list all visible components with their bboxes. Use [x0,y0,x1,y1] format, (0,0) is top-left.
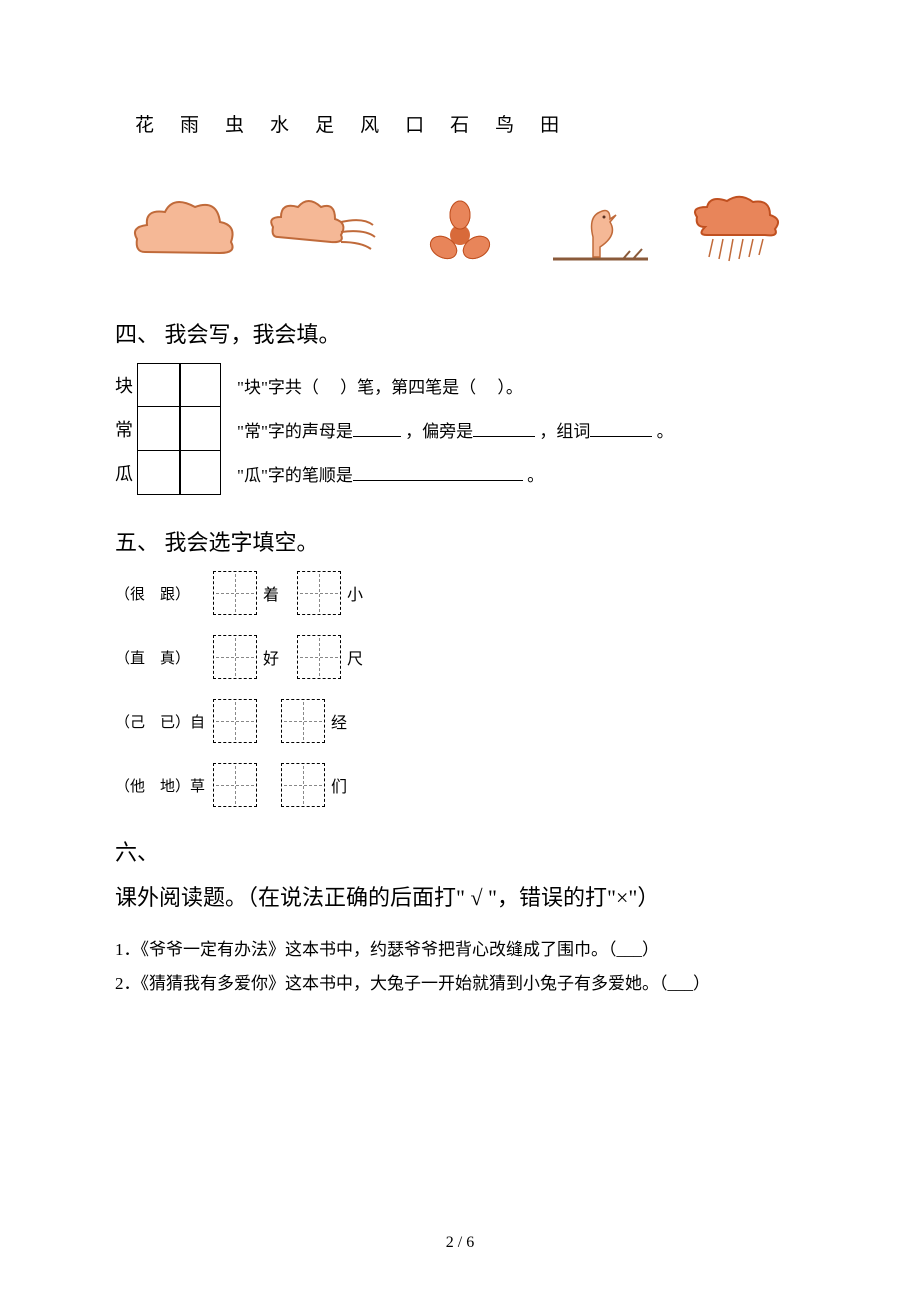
q4-text: "瓜"字的笔顺是 。 [237,461,544,486]
fill-blank[interactable] [473,420,535,437]
cloud-image [125,187,245,277]
suffix-char: 尺 [347,645,363,669]
reading-item: 2．《猜猜我有多爱你》这本书中，大兔子一开始就猜到小兔子有多爱她。（___） [115,967,805,1001]
wind-image [263,187,383,277]
fill-blank[interactable] [590,420,652,437]
suffix-char: 经 [331,709,347,733]
q4-text-part: "常"字的声母是 [237,422,353,441]
page-number: 2 / 6 [0,1234,920,1252]
choice-label: （直 真） [115,647,213,668]
answer-box[interactable] [297,635,341,679]
writing-grid[interactable] [137,407,221,451]
q4-text-part: "块"字共（ [237,378,319,397]
answer-box[interactable] [213,763,257,807]
char-item: 田 [540,110,559,137]
char-item: 水 [270,110,289,137]
char-item: 雨 [180,110,199,137]
reading-item: 1．《爷爷一定有办法》这本书中，约瑟爷爷把背心改缝成了围巾。（___） [115,933,805,967]
q4-text: "块"字共（ ）笔，第四笔是（ ）。 [237,373,523,398]
images-row [115,187,805,277]
q4-text-part: ）。 [497,378,523,397]
writing-grid[interactable] [137,451,221,495]
section6-instruction: 课外阅读题。（在说法正确的后面打" √ "，错误的打"×"） [115,877,805,919]
section6-heading: 六、 [115,835,805,867]
section4-body: 块 "块"字共（ ）笔，第四笔是（ ）。 常 "常"字的声母是 ，偏旁是 ，组词… [115,363,805,495]
choice-label: （很 跟） [115,583,213,604]
q4-label: 常 [115,416,137,442]
choice-row: （他 地）草 们 [115,763,805,807]
suffix-char: 们 [331,773,347,797]
choice-label: （己 已）自 [115,711,213,732]
rain-image [675,187,795,277]
char-item: 足 [315,110,334,137]
section4-title: 四、 我会写，我会填。 [115,317,805,349]
answer-box[interactable] [213,635,257,679]
choice-label: （他 地）草 [115,775,213,796]
q4-row: 块 "块"字共（ ）笔，第四笔是（ ）。 [115,363,805,407]
char-item: 石 [450,110,469,137]
section5-title: 五、 我会选字填空。 [115,525,805,557]
answer-box[interactable] [213,571,257,615]
choice-row: （直 真） 好 尺 [115,635,805,679]
char-item: 风 [360,110,379,137]
q4-text-part: "瓜"字的笔顺是 [237,466,353,485]
section5-body: （很 跟） 着 小 （直 真） 好 尺 （己 已）自 经 （他 地）草 们 [115,571,805,807]
writing-grid[interactable] [137,363,221,407]
choice-row: （很 跟） 着 小 [115,571,805,615]
q4-text-part: ，组词 [539,422,590,441]
q4-row: 瓜 "瓜"字的笔顺是 。 [115,451,805,495]
answer-box[interactable] [297,571,341,615]
char-item: 虫 [225,110,244,137]
char-item: 鸟 [495,110,514,137]
q4-text-part: 。 [657,422,674,441]
flower-image [400,187,520,277]
q4-label: 块 [115,372,137,398]
suffix-char: 小 [347,581,363,605]
q4-text-part: ，偏旁是 [405,422,473,441]
fill-blank[interactable] [353,420,401,437]
answer-box[interactable] [281,699,325,743]
character-row: 花 雨 虫 水 足 风 口 石 鸟 田 [115,110,805,137]
q4-row: 常 "常"字的声母是 ，偏旁是 ，组词 。 [115,407,805,451]
answer-box[interactable] [281,763,325,807]
q4-text-part: 。 [527,466,544,485]
char-item: 花 [135,110,154,137]
answer-box[interactable] [213,699,257,743]
q4-label: 瓜 [115,460,137,486]
suffix-char: 着 [263,581,279,605]
bird-image [538,187,658,277]
worksheet-page: 花 雨 虫 水 足 风 口 石 鸟 田 [0,0,920,1302]
q4-text: "常"字的声母是 ，偏旁是 ，组词 。 [237,417,674,442]
char-item: 口 [405,110,424,137]
choice-row: （己 已）自 经 [115,699,805,743]
suffix-char: 好 [263,645,279,669]
fill-blank[interactable] [353,464,523,481]
section6: 六、 课外阅读题。（在说法正确的后面打" √ "，错误的打"×"） 1．《爷爷一… [115,835,805,1001]
q4-text-part: ）笔，第四笔是（ [340,378,476,397]
